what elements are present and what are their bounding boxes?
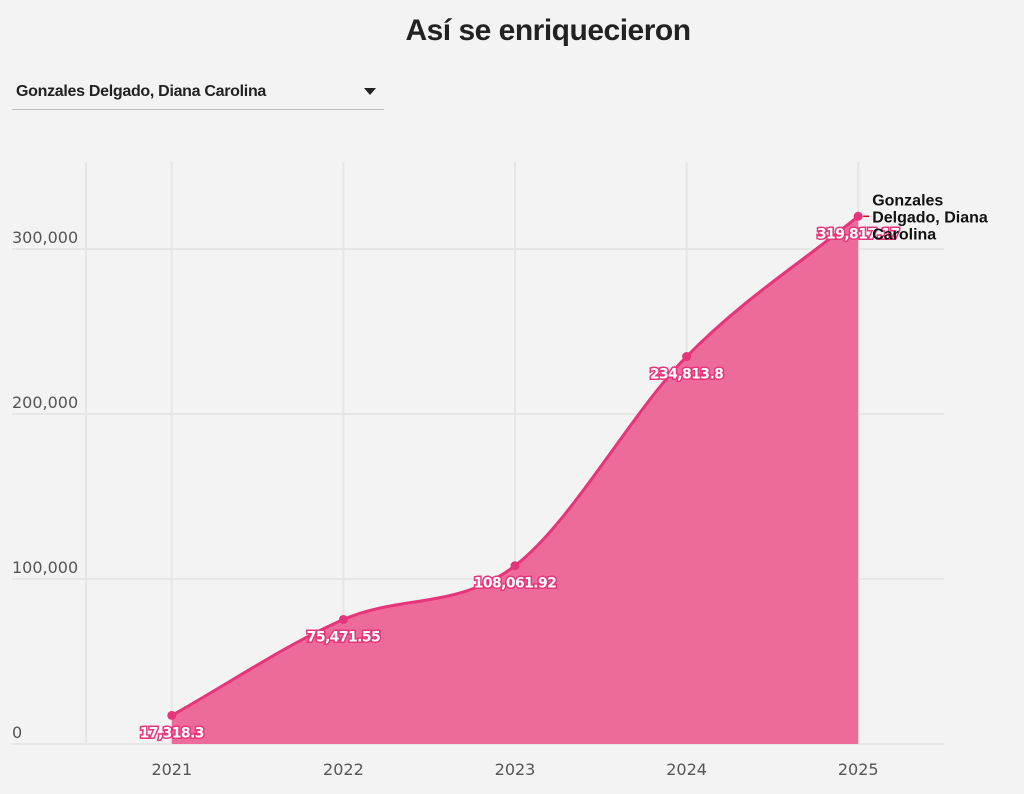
x-tick-label: 2022 — [323, 760, 364, 779]
series-name-line: Carolina — [872, 226, 936, 243]
series-area — [171, 216, 859, 745]
x-axis-ticks: 2021 2022 2023 2024 2025 — [151, 760, 878, 779]
data-point — [510, 561, 520, 571]
person-dropdown[interactable]: Gonzales Delgado, Diana Carolina — [12, 78, 384, 110]
data-labels: 17,318.3 75,471.55 108,061.92 234,813.8 319,… — [138, 225, 901, 743]
series-name-line: Delgado, Diana — [872, 209, 988, 226]
dropdown-selected-value: Gonzales Delgado, Diana Carolina — [16, 83, 267, 100]
data-point — [338, 614, 348, 624]
data-label: 75,471.55 — [307, 629, 380, 645]
caret-down-icon[interactable] — [364, 88, 376, 95]
y-axis-ticks: 0 100,000 200,000 300,000 — [12, 228, 78, 742]
x-tick-label: 2023 — [495, 760, 536, 779]
y-tick-label: 0 — [12, 723, 22, 742]
data-point — [853, 211, 863, 221]
data-label: 319,817.17 — [817, 226, 900, 242]
chart-title: Así se enriquecieron — [405, 14, 691, 47]
series-name-line: Gonzales — [872, 192, 943, 209]
data-label: 17,318.3 — [140, 725, 204, 741]
y-tick-label: 200,000 — [12, 393, 78, 412]
series-line — [171, 215, 860, 717]
series-name-label: Gonzales Delgado, Diana Carolina — [872, 192, 988, 243]
data-point — [682, 352, 692, 362]
y-tick-label: 100,000 — [12, 558, 78, 577]
x-tick-label: 2021 — [151, 760, 192, 779]
data-label: 108,061.92 — [474, 576, 557, 592]
x-tick-label: 2024 — [666, 760, 707, 779]
x-tick-label: 2025 — [838, 760, 879, 779]
data-points — [167, 211, 863, 720]
data-label: 234,813.8 — [650, 367, 723, 383]
y-tick-label: 300,000 — [12, 228, 78, 247]
data-point — [167, 710, 177, 720]
